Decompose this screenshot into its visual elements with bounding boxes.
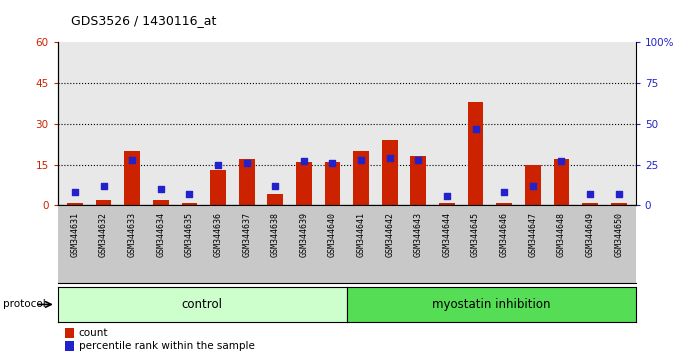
Text: GSM344646: GSM344646 bbox=[500, 212, 509, 257]
Text: GSM344644: GSM344644 bbox=[443, 212, 452, 257]
Bar bbox=[324, 162, 341, 205]
Text: percentile rank within the sample: percentile rank within the sample bbox=[79, 341, 254, 351]
Point bbox=[556, 159, 567, 164]
Bar bbox=[611, 202, 626, 205]
Point bbox=[384, 155, 395, 161]
Text: count: count bbox=[79, 327, 108, 338]
Bar bbox=[496, 202, 512, 205]
Text: GDS3526 / 1430116_at: GDS3526 / 1430116_at bbox=[71, 14, 217, 27]
Point bbox=[327, 160, 338, 166]
Text: GSM344637: GSM344637 bbox=[242, 212, 251, 257]
Bar bbox=[525, 165, 541, 205]
Bar bbox=[210, 170, 226, 205]
Point bbox=[155, 186, 166, 192]
Bar bbox=[67, 202, 83, 205]
Text: GSM344642: GSM344642 bbox=[386, 212, 394, 257]
Point bbox=[213, 162, 224, 167]
Bar bbox=[96, 200, 112, 205]
Text: GSM344631: GSM344631 bbox=[71, 212, 80, 257]
Text: GSM344636: GSM344636 bbox=[214, 212, 222, 257]
Point bbox=[126, 157, 137, 162]
Text: GSM344632: GSM344632 bbox=[99, 212, 108, 257]
Point bbox=[184, 191, 195, 197]
Text: GSM344635: GSM344635 bbox=[185, 212, 194, 257]
Point bbox=[98, 183, 109, 189]
Text: GSM344648: GSM344648 bbox=[557, 212, 566, 257]
Bar bbox=[468, 102, 483, 205]
Text: GSM344640: GSM344640 bbox=[328, 212, 337, 257]
Bar bbox=[65, 327, 74, 338]
Bar bbox=[582, 202, 598, 205]
Bar bbox=[411, 156, 426, 205]
Bar bbox=[153, 200, 169, 205]
Point bbox=[413, 157, 424, 162]
Point bbox=[585, 191, 596, 197]
Text: GSM344649: GSM344649 bbox=[585, 212, 594, 257]
Text: GSM344645: GSM344645 bbox=[471, 212, 480, 257]
Text: GSM344634: GSM344634 bbox=[156, 212, 165, 257]
Point bbox=[69, 189, 80, 195]
Text: GSM344647: GSM344647 bbox=[528, 212, 537, 257]
Point bbox=[270, 183, 281, 189]
Text: protocol: protocol bbox=[3, 299, 46, 309]
Text: GSM344643: GSM344643 bbox=[414, 212, 423, 257]
Point bbox=[498, 189, 509, 195]
Text: GSM344633: GSM344633 bbox=[128, 212, 137, 257]
Text: control: control bbox=[182, 298, 223, 311]
Point bbox=[613, 191, 624, 197]
Point bbox=[241, 160, 252, 166]
Bar bbox=[554, 159, 569, 205]
Bar bbox=[439, 202, 455, 205]
Bar bbox=[267, 194, 283, 205]
Point bbox=[470, 126, 481, 132]
Point bbox=[299, 159, 309, 164]
Text: myostatin inhibition: myostatin inhibition bbox=[432, 298, 551, 311]
Text: GSM344639: GSM344639 bbox=[299, 212, 308, 257]
Bar bbox=[382, 140, 398, 205]
Text: GSM344641: GSM344641 bbox=[356, 212, 366, 257]
Point bbox=[528, 183, 539, 189]
Bar bbox=[239, 159, 254, 205]
Point bbox=[441, 193, 452, 198]
Point bbox=[356, 157, 367, 162]
Bar bbox=[124, 151, 140, 205]
Bar bbox=[296, 162, 311, 205]
Bar bbox=[182, 202, 197, 205]
Bar bbox=[353, 151, 369, 205]
Bar bbox=[65, 341, 74, 351]
Text: GSM344650: GSM344650 bbox=[614, 212, 623, 257]
Text: GSM344638: GSM344638 bbox=[271, 212, 279, 257]
